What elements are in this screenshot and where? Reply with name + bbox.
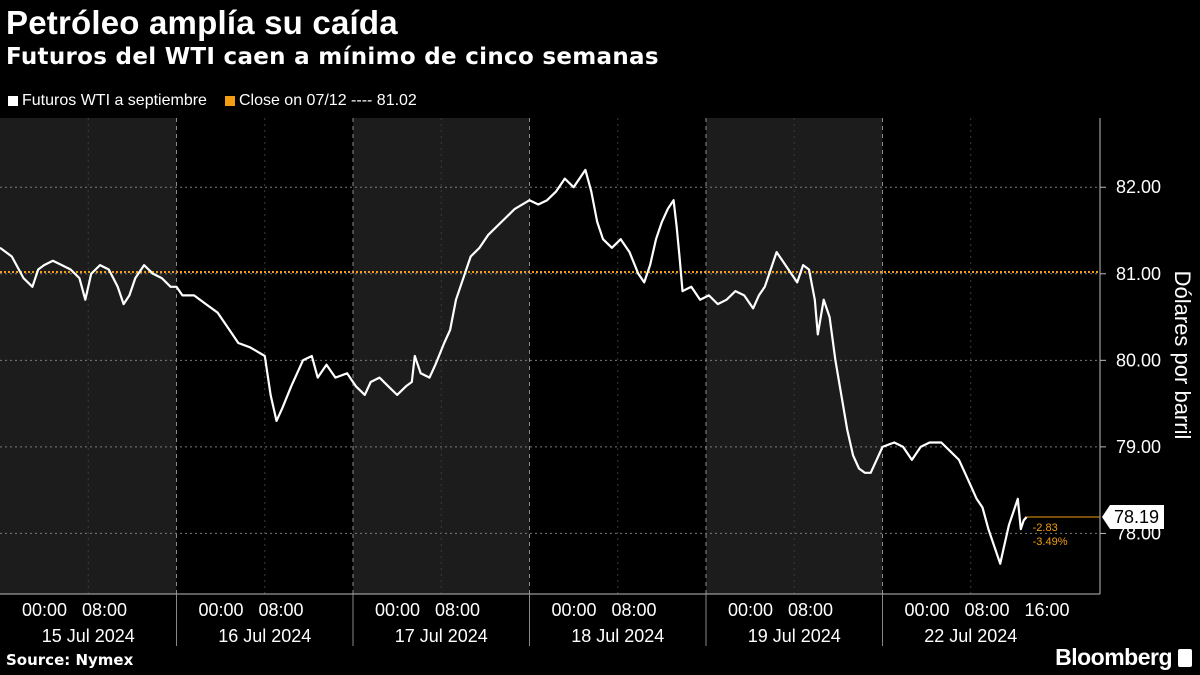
change-label: -2.83 — [1033, 522, 1058, 534]
x-tick-label: 08:00 — [82, 600, 127, 620]
brand-name: Bloomberg — [1055, 644, 1172, 670]
legend-close-swatch — [224, 96, 235, 106]
chart-subtitle: Futuros del WTI caen a mínimo de cinco s… — [6, 44, 659, 70]
chart-title: Petróleo amplía su caída — [6, 4, 398, 41]
session-shade — [706, 118, 883, 594]
x-tick-label: 00:00 — [905, 600, 950, 620]
x-tick-label: 00:00 — [728, 600, 773, 620]
y-tick-label: 81.00 — [1116, 264, 1161, 284]
x-tick-label: 08:00 — [612, 600, 657, 620]
x-day-label: 19 Jul 2024 — [748, 626, 841, 646]
bloomberg-logo-icon — [1178, 648, 1192, 667]
last-value-label: 78.19 — [1114, 507, 1159, 527]
x-tick-label: 08:00 — [788, 600, 833, 620]
y-tick-label: 80.00 — [1116, 350, 1161, 370]
x-day-label: 16 Jul 2024 — [218, 626, 311, 646]
x-day-label: 18 Jul 2024 — [571, 626, 664, 646]
legend-series-swatch — [8, 96, 18, 106]
legend-series-label: Futuros WTI a septiembre — [22, 92, 207, 109]
y-tick-label: 82.00 — [1116, 177, 1161, 197]
series-line-wti — [0, 168, 1028, 565]
x-tick-label: 00:00 — [22, 600, 67, 620]
y-axis-title: Dólares por barril — [1170, 271, 1195, 440]
x-tick-label: 08:00 — [435, 600, 480, 620]
session-shade — [0, 118, 177, 594]
session-shade — [353, 118, 530, 594]
x-day-label: 17 Jul 2024 — [395, 626, 488, 646]
x-tick-label: 00:00 — [375, 600, 420, 620]
x-day-label: 15 Jul 2024 — [42, 626, 135, 646]
x-tick-label: 00:00 — [552, 600, 597, 620]
x-tick-label: 16:00 — [1025, 600, 1070, 620]
y-tick-label: 79.00 — [1116, 437, 1161, 457]
source-note: Source: Nymex — [6, 651, 134, 669]
x-tick-label: 00:00 — [199, 600, 244, 620]
legend-close: Close on 07/12 ---- 81.02 — [224, 92, 417, 110]
x-day-label: 22 Jul 2024 — [924, 626, 1017, 646]
change-pct-label: -3.49% — [1033, 536, 1068, 548]
last-value-badge — [1102, 504, 1164, 529]
x-tick-label: 08:00 — [965, 600, 1010, 620]
legend: Futuros WTI a septiembre Close on 07/12 … — [8, 92, 417, 110]
brand: Bloomberg — [1055, 644, 1192, 671]
x-tick-label: 08:00 — [259, 600, 304, 620]
legend-close-label: Close on 07/12 ---- 81.02 — [238, 92, 417, 109]
legend-series: Futuros WTI a septiembre — [8, 92, 207, 110]
